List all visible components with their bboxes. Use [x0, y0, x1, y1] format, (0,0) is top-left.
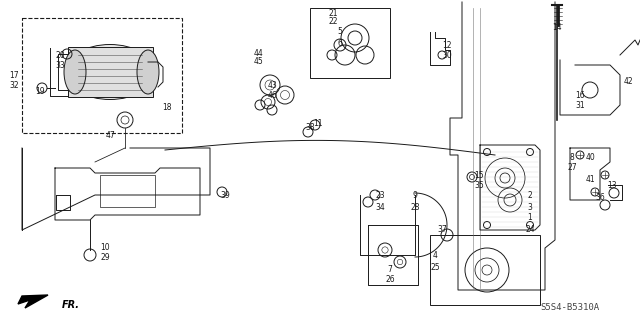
Text: 13: 13 — [607, 182, 617, 190]
Text: 42: 42 — [623, 78, 633, 86]
Text: 10: 10 — [100, 243, 110, 253]
Text: 11: 11 — [313, 118, 323, 128]
Text: 7: 7 — [388, 265, 392, 275]
Text: 29: 29 — [100, 254, 110, 263]
Text: 38: 38 — [305, 122, 315, 131]
Ellipse shape — [137, 50, 159, 94]
Text: 3: 3 — [527, 203, 532, 211]
Text: 6: 6 — [337, 39, 342, 48]
Text: 18: 18 — [163, 103, 172, 113]
Text: 30: 30 — [442, 51, 452, 61]
Bar — [68, 47, 153, 97]
Ellipse shape — [65, 44, 155, 100]
Text: 23: 23 — [375, 191, 385, 201]
Text: 34: 34 — [375, 203, 385, 211]
Text: 19: 19 — [35, 86, 45, 95]
Text: 8: 8 — [570, 153, 574, 162]
Text: 32: 32 — [9, 80, 19, 90]
Text: 12: 12 — [442, 41, 452, 50]
Text: 46: 46 — [267, 92, 277, 100]
Bar — [22, 18, 182, 133]
Bar — [310, 8, 390, 78]
Text: 27: 27 — [567, 164, 577, 173]
Ellipse shape — [64, 50, 86, 94]
Text: 15: 15 — [474, 170, 484, 180]
Text: FR.: FR. — [62, 300, 80, 310]
Text: 31: 31 — [575, 100, 585, 109]
Text: 20: 20 — [55, 50, 65, 60]
Bar — [430, 235, 540, 305]
Text: 25: 25 — [430, 263, 440, 271]
Text: 21: 21 — [328, 10, 338, 19]
Text: 4: 4 — [433, 250, 437, 259]
Text: 43: 43 — [267, 81, 277, 91]
Text: 37: 37 — [437, 226, 447, 234]
Text: 17: 17 — [9, 70, 19, 79]
Text: 24: 24 — [525, 226, 535, 234]
Text: 33: 33 — [55, 61, 65, 70]
Text: 45: 45 — [253, 57, 263, 66]
Text: S5S4-B5310A: S5S4-B5310A — [540, 303, 600, 313]
Text: 47: 47 — [105, 130, 115, 139]
Text: 14: 14 — [552, 23, 562, 32]
Text: 1: 1 — [527, 213, 532, 222]
Text: 44: 44 — [253, 49, 263, 58]
Text: 22: 22 — [328, 18, 338, 26]
Text: 28: 28 — [410, 203, 420, 211]
Bar — [100, 175, 155, 207]
Text: 41: 41 — [585, 175, 595, 184]
Text: 26: 26 — [385, 276, 395, 285]
Text: 5: 5 — [337, 27, 342, 36]
Text: 40: 40 — [585, 152, 595, 161]
Text: 39: 39 — [220, 191, 230, 201]
Text: 35: 35 — [474, 182, 484, 190]
Text: 36: 36 — [595, 194, 605, 203]
Text: 2: 2 — [527, 190, 532, 199]
Text: 16: 16 — [575, 91, 585, 100]
Polygon shape — [18, 295, 48, 308]
Text: 9: 9 — [413, 191, 417, 201]
